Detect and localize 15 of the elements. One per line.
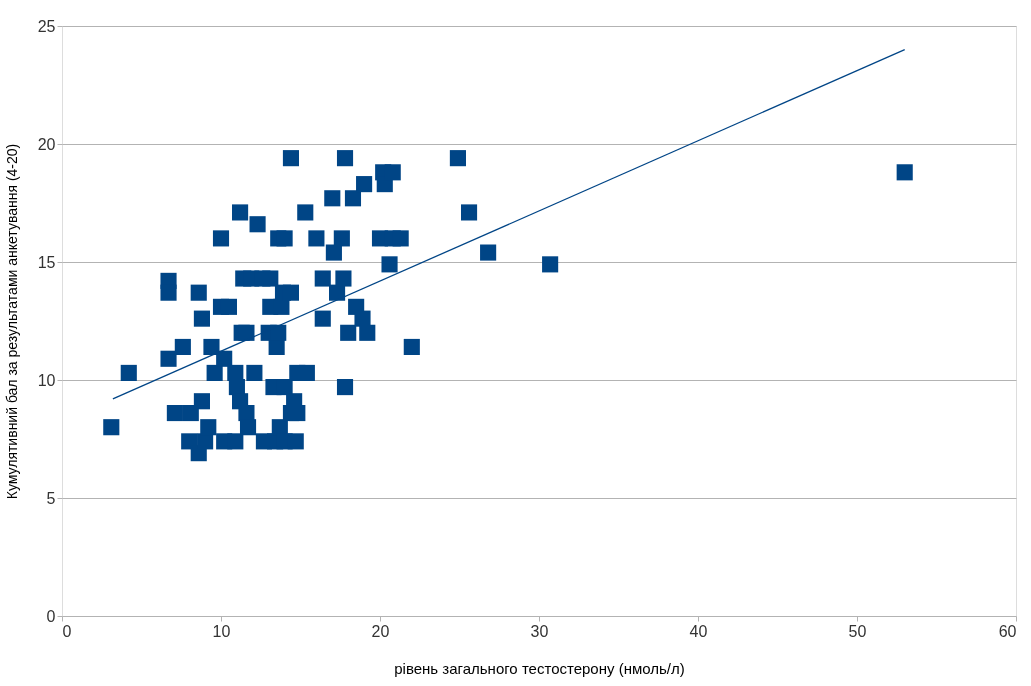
x-tick-label: 60 xyxy=(998,622,1017,640)
y-axis-title: Кумулятивний бал за результатами анкетування (4-20) xyxy=(3,143,20,500)
x-tick-label: 40 xyxy=(689,622,708,640)
y-tick-label: 15 xyxy=(37,253,56,271)
y-tick-label: 5 xyxy=(46,489,56,507)
y-tick-label: 0 xyxy=(46,607,56,625)
x-axis-title: рівень загального тестостерону (нмоль/л) xyxy=(394,659,685,677)
x-tick-label: 30 xyxy=(530,622,549,640)
y-tick-label: 10 xyxy=(37,371,56,389)
y-tick-label: 25 xyxy=(37,17,56,35)
x-tick-label: 50 xyxy=(848,622,867,640)
x-tick-label: 0 xyxy=(62,622,72,640)
x-tick-label: 10 xyxy=(212,622,231,640)
x-tick-label: 20 xyxy=(371,622,390,640)
y-tick-label: 20 xyxy=(37,135,56,153)
